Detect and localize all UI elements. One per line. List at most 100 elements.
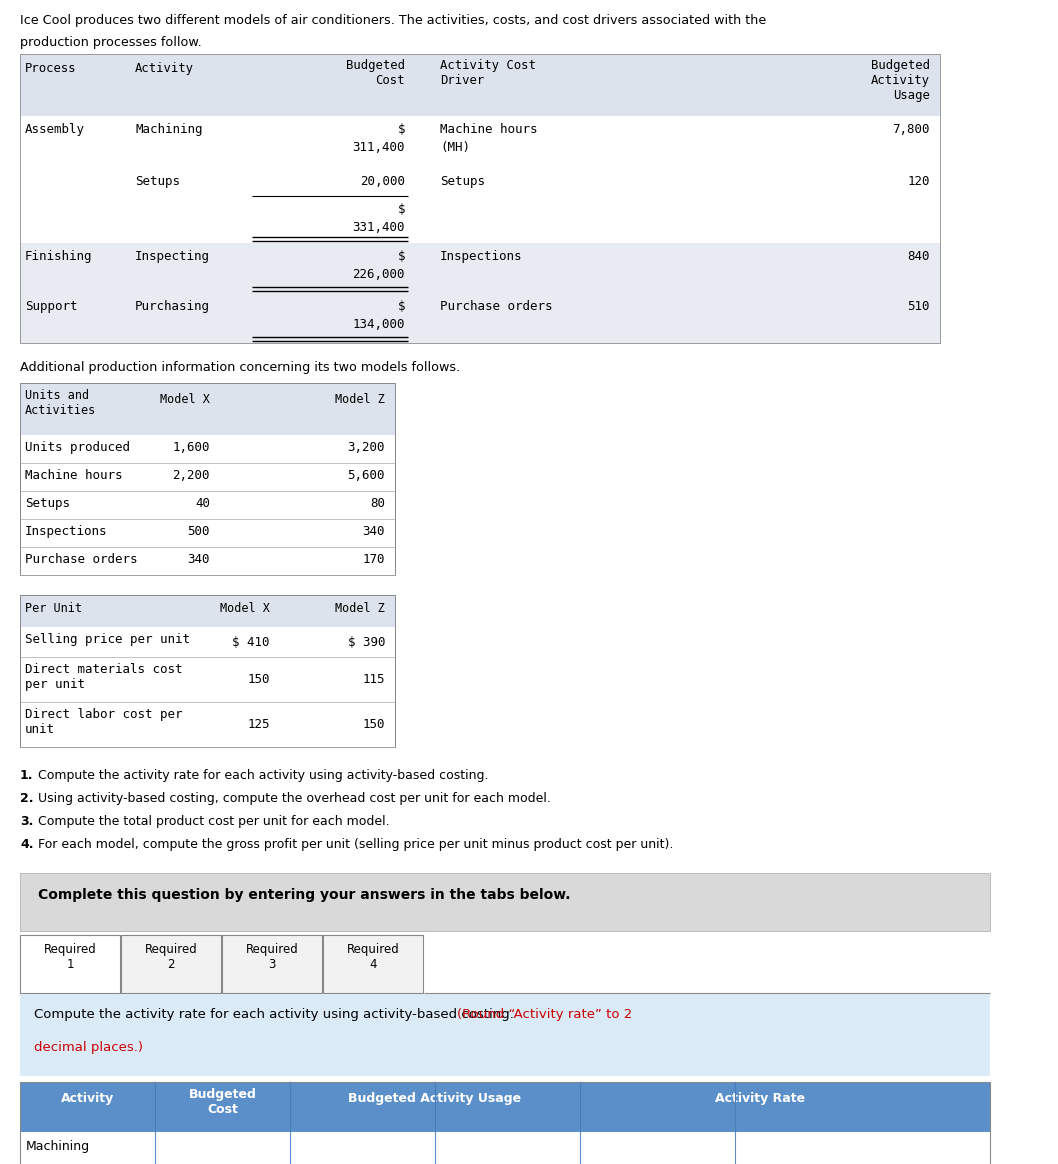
Text: 500: 500 [187, 525, 209, 538]
Text: Complete this question by entering your answers in the tabs below.: Complete this question by entering your … [38, 888, 570, 902]
Text: Machine hours: Machine hours [25, 469, 123, 482]
Text: 1,600: 1,600 [172, 441, 209, 454]
Text: Activity Cost
Driver: Activity Cost Driver [440, 59, 535, 87]
Bar [20, 383, 395, 575]
Text: 120: 120 [908, 175, 930, 189]
Text: 1.: 1. [20, 769, 34, 782]
Bar [20, 702, 395, 747]
Bar [121, 935, 221, 993]
Text: Units and
Activities: Units and Activities [25, 389, 96, 417]
Text: Activity Rate: Activity Rate [715, 1092, 805, 1105]
Text: Inspections: Inspections [440, 250, 523, 263]
Text: 134,000: 134,000 [352, 318, 405, 331]
Text: Selling price per unit: Selling price per unit [25, 633, 190, 646]
Text: Setups: Setups [135, 175, 180, 189]
Text: $: $ [398, 203, 405, 217]
Text: Budgeted
Cost: Budgeted Cost [346, 59, 405, 87]
Text: Model Z: Model Z [335, 602, 385, 615]
Text: 5,600: 5,600 [347, 469, 385, 482]
Text: Model X: Model X [160, 393, 209, 406]
Text: 2.: 2. [20, 792, 34, 805]
Text: Additional production information concerning its two models follows.: Additional production information concer… [20, 361, 460, 374]
Text: 20,000: 20,000 [360, 175, 405, 189]
Text: Support: Support [25, 300, 77, 313]
Text: 150: 150 [363, 718, 385, 731]
Bar [20, 293, 940, 343]
Text: Per Unit: Per Unit [25, 602, 83, 615]
Text: production processes follow.: production processes follow. [20, 36, 202, 49]
Bar [323, 935, 423, 993]
Text: 80: 80 [370, 497, 385, 510]
Text: Machining: Machining [135, 123, 202, 136]
Text: 115: 115 [363, 673, 385, 686]
Text: Required
4: Required 4 [347, 943, 399, 971]
Text: (Round “Activity rate” to 2: (Round “Activity rate” to 2 [457, 1008, 633, 1021]
Bar [20, 595, 395, 627]
Text: $ 390: $ 390 [347, 636, 385, 648]
Bar [20, 1133, 990, 1164]
Bar [20, 1083, 990, 1164]
Text: 125: 125 [248, 718, 270, 731]
Bar [20, 491, 395, 519]
Text: For each model, compute the gross profit per unit (selling price per unit minus : For each model, compute the gross profit… [38, 838, 673, 851]
Bar [20, 595, 395, 747]
Bar [20, 54, 940, 343]
Text: Units produced: Units produced [25, 441, 130, 454]
Text: Machining: Machining [26, 1140, 90, 1154]
Text: Inspections: Inspections [25, 525, 108, 538]
Text: Direct labor cost per
unit: Direct labor cost per unit [25, 708, 182, 736]
Bar [20, 116, 940, 168]
Text: Machine hours: Machine hours [440, 123, 537, 136]
Text: 150: 150 [248, 673, 270, 686]
Text: $ 410: $ 410 [233, 636, 270, 648]
Text: 226,000: 226,000 [352, 268, 405, 281]
Text: Setups: Setups [25, 497, 70, 510]
Text: Direct materials cost
per unit: Direct materials cost per unit [25, 663, 182, 691]
Text: 170: 170 [363, 553, 385, 566]
Text: Model X: Model X [220, 602, 270, 615]
Text: $: $ [398, 300, 405, 313]
Text: Model Z: Model Z [335, 393, 385, 406]
Bar [20, 519, 395, 547]
Bar [222, 935, 322, 993]
Text: Activity: Activity [135, 62, 194, 74]
Bar [20, 873, 990, 931]
Text: Budgeted Activity Usage: Budgeted Activity Usage [348, 1092, 522, 1105]
Text: $: $ [398, 250, 405, 263]
Text: 510: 510 [908, 300, 930, 313]
Bar [20, 168, 940, 198]
Text: Process: Process [25, 62, 76, 74]
Bar [20, 463, 395, 491]
Text: Inspecting: Inspecting [135, 250, 209, 263]
Text: $: $ [398, 123, 405, 136]
Text: 2,200: 2,200 [172, 469, 209, 482]
Text: 3.: 3. [20, 815, 34, 828]
Text: 340: 340 [363, 525, 385, 538]
Bar [20, 383, 395, 435]
Bar [20, 435, 395, 463]
Text: Assembly: Assembly [25, 123, 85, 136]
Bar [20, 198, 940, 243]
Text: Compute the activity rate for each activity using activity-based costing.: Compute the activity rate for each activ… [34, 1008, 518, 1021]
Bar [20, 994, 990, 1076]
Text: Required
3: Required 3 [245, 943, 298, 971]
Bar [20, 1083, 990, 1133]
Text: 340: 340 [187, 553, 209, 566]
Text: Budgeted
Cost: Budgeted Cost [188, 1088, 256, 1116]
Text: 840: 840 [908, 250, 930, 263]
Text: 311,400: 311,400 [352, 141, 405, 154]
Text: Compute the activity rate for each activity using activity-based costing.: Compute the activity rate for each activ… [38, 769, 489, 782]
Text: 331,400: 331,400 [352, 221, 405, 234]
Text: Ice Cool produces two different models of air conditioners. The activities, cost: Ice Cool produces two different models o… [20, 14, 766, 27]
Bar [20, 935, 120, 993]
Text: Purchase orders: Purchase orders [25, 553, 138, 566]
Bar [20, 54, 940, 116]
Bar [20, 243, 940, 293]
Text: Compute the total product cost per unit for each model.: Compute the total product cost per unit … [38, 815, 389, 828]
Text: (MH): (MH) [440, 141, 470, 154]
Bar [20, 627, 395, 656]
Text: 3,200: 3,200 [347, 441, 385, 454]
Text: Setups: Setups [440, 175, 485, 189]
Text: Required
1: Required 1 [43, 943, 96, 971]
Text: Finishing: Finishing [25, 250, 92, 263]
